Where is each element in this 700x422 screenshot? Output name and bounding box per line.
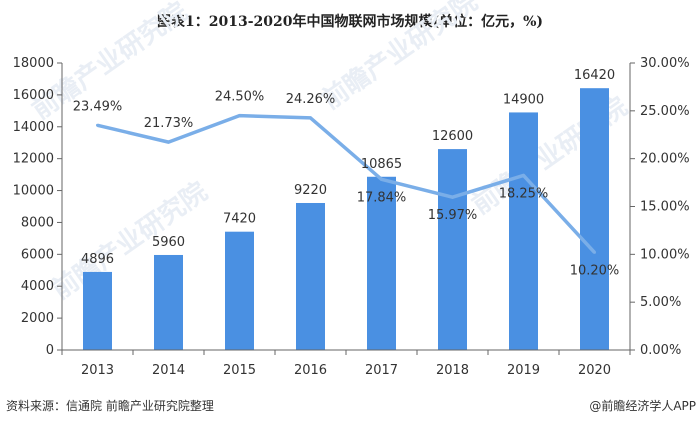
- labels-group: 4896 5960 7420 9220 10865 12600 14900 16420 23.4…: [73, 68, 620, 278]
- bar-2020: [580, 88, 609, 350]
- x-tick-label: 2020: [578, 363, 611, 378]
- brand-credit: @前瞻经济学人APP: [589, 398, 696, 413]
- chart-title: 图表1：2013-2020年中国物联网市场规模(单位：亿元，%): [157, 13, 543, 30]
- growth-point-2017: [380, 177, 383, 181]
- growth-point-2013: [96, 123, 99, 127]
- left-tick-label: 16000: [13, 88, 54, 103]
- left-tick-label: 0: [46, 343, 54, 358]
- x-tick-label: 2013: [81, 363, 114, 378]
- growth-point-2019: [522, 173, 525, 177]
- x-tick-label: 2018: [436, 363, 469, 378]
- growth-value-label: 23.49%: [73, 99, 123, 114]
- bar-2016: [296, 202, 325, 350]
- left-tick-label: 4000: [21, 279, 54, 294]
- bar-2018: [438, 149, 467, 350]
- growth-point-2014: [167, 140, 170, 144]
- growth-point-2018: [451, 195, 454, 199]
- right-tick-label: 15.00%: [640, 200, 690, 215]
- left-tick-label: 8000: [21, 215, 54, 230]
- bar-2014: [154, 254, 183, 350]
- bar-2013: [83, 271, 112, 350]
- x-tick-label: 2015: [223, 363, 256, 378]
- x-tick-label: 2019: [507, 363, 540, 378]
- growth-value-label: 15.97%: [428, 208, 478, 223]
- growth-value-label: 24.50%: [215, 90, 265, 105]
- right-tick-label: 0.00%: [640, 343, 681, 358]
- right-tick-label: 5.00%: [640, 295, 681, 310]
- left-tick-label: 12000: [13, 152, 54, 167]
- source-note: 资料来源：信通院 前瞻产业研究院整理: [6, 398, 214, 413]
- x-tick-label: 2016: [294, 363, 327, 378]
- growth-value-label: 24.26%: [286, 92, 336, 107]
- right-tick-label: 20.00%: [640, 152, 690, 167]
- growth-point-2015: [238, 114, 241, 118]
- bar-2017: [367, 176, 396, 350]
- x-tick-label: 2017: [365, 363, 398, 378]
- bar-2015: [225, 231, 254, 350]
- growth-point-2016: [309, 116, 312, 120]
- bar-value-label: 14900: [503, 92, 544, 107]
- bar-value-label: 12600: [432, 129, 473, 144]
- growth-value-label: 18.25%: [499, 186, 549, 201]
- bar-value-label: 7420: [223, 212, 256, 227]
- growth-line-group: [96, 113, 596, 254]
- growth-value-label: 10.20%: [570, 263, 620, 278]
- growth-point-2020: [593, 250, 596, 254]
- left-tick-label: 14000: [13, 120, 54, 135]
- watermark-text: 前瞻产业研究院: [46, 176, 213, 306]
- bars-group: [83, 88, 609, 350]
- axes-group: 0 2000 4000 6000 8000 10000 12000 14000 16000 180…: [13, 56, 690, 378]
- bar-value-label: 4896: [81, 252, 114, 267]
- growth-value-label: 17.84%: [357, 190, 407, 205]
- bar-2019: [509, 112, 538, 350]
- x-tick-label: 2014: [152, 363, 185, 378]
- bar-value-label: 9220: [294, 183, 327, 198]
- left-tick-label: 10000: [13, 184, 54, 199]
- left-tick-label: 18000: [13, 56, 54, 71]
- left-tick-label: 6000: [21, 247, 54, 262]
- growth-value-label: 21.73%: [144, 116, 194, 131]
- left-tick-label: 2000: [21, 311, 54, 326]
- right-tick-label: 30.00%: [640, 56, 690, 71]
- bar-value-label: 10865: [361, 157, 402, 172]
- right-tick-label: 25.00%: [640, 104, 690, 119]
- right-tick-label: 10.00%: [640, 247, 690, 262]
- growth-line: [97, 113, 596, 254]
- bar-value-label: 5960: [152, 235, 185, 250]
- bar-value-label: 16420: [574, 68, 615, 83]
